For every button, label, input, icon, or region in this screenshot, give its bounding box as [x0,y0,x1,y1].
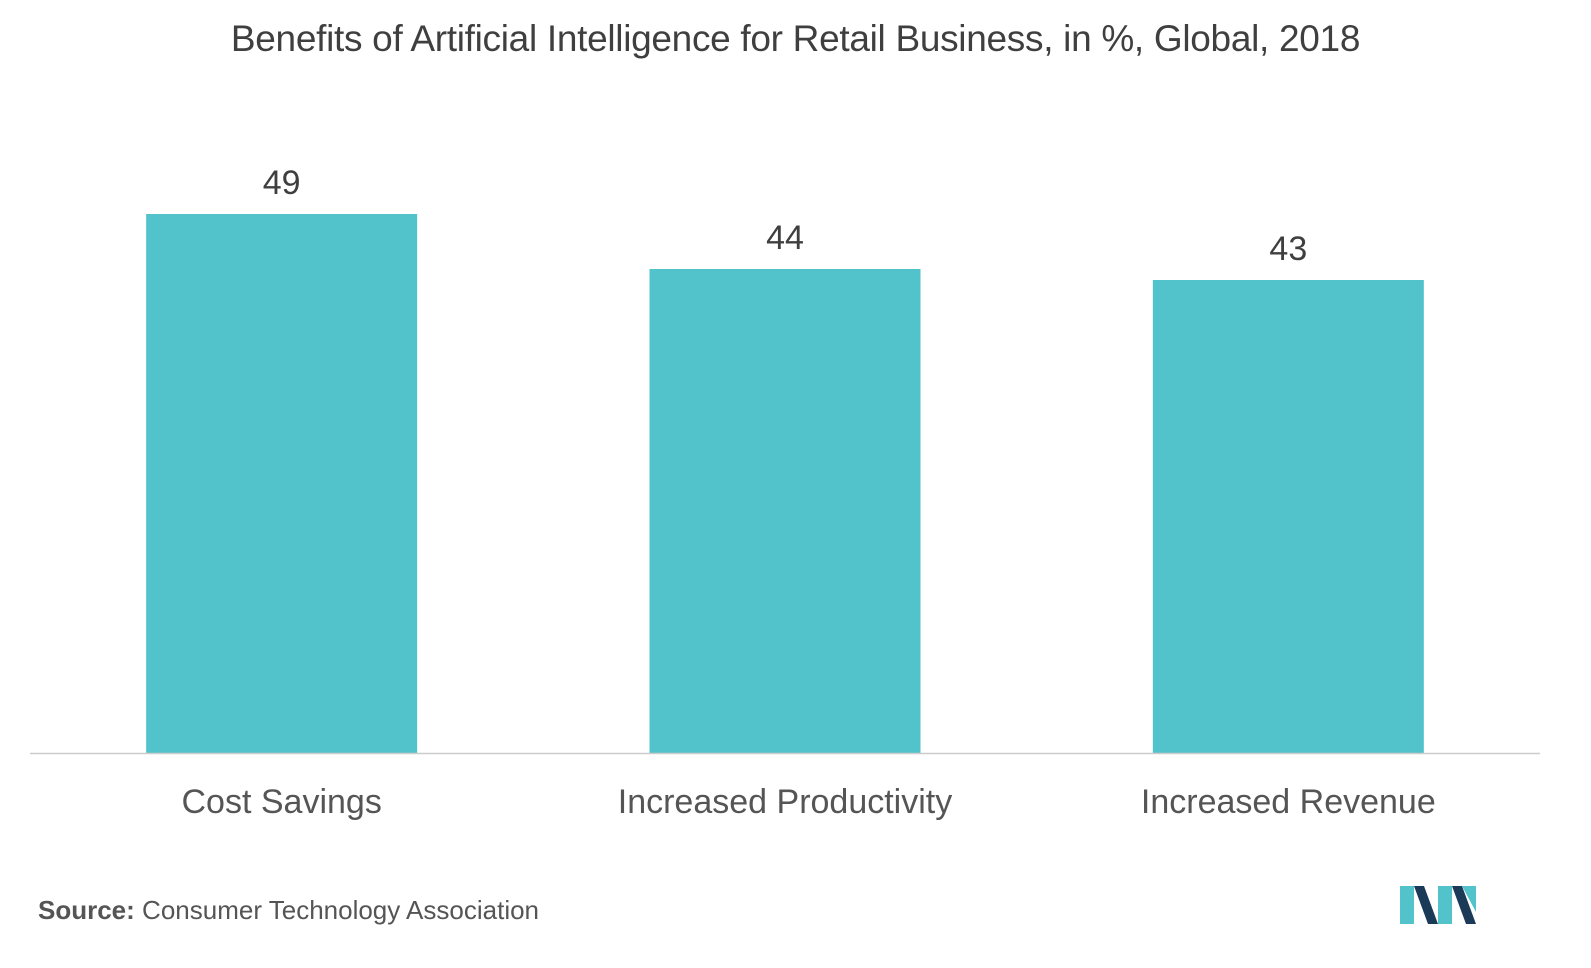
category-label: Increased Revenue [1141,783,1436,821]
chart-title: Benefits of Artificial Intelligence for … [230,18,1361,59]
source-label: Source: [38,895,135,925]
category-label: Increased Productivity [618,783,953,821]
source-text: Consumer Technology Association [142,895,540,925]
bars-layer [146,214,1424,753]
category-label: Cost Savings [182,783,382,821]
mordor-intelligence-logo-icon [1400,886,1476,924]
category-labels-layer: Cost Savings Increased Productivity Increa… [182,783,1436,821]
bar-increased-productivity [649,269,921,753]
bar-increased-revenue [1152,280,1424,753]
value-label: 43 [1269,230,1307,268]
source-note: Source: Consumer Technology Association [38,895,539,926]
value-labels-layer: 49 44 43 [263,164,1307,268]
value-label: 49 [263,164,301,202]
bar-cost-savings [146,214,418,753]
value-label: 44 [766,219,804,257]
